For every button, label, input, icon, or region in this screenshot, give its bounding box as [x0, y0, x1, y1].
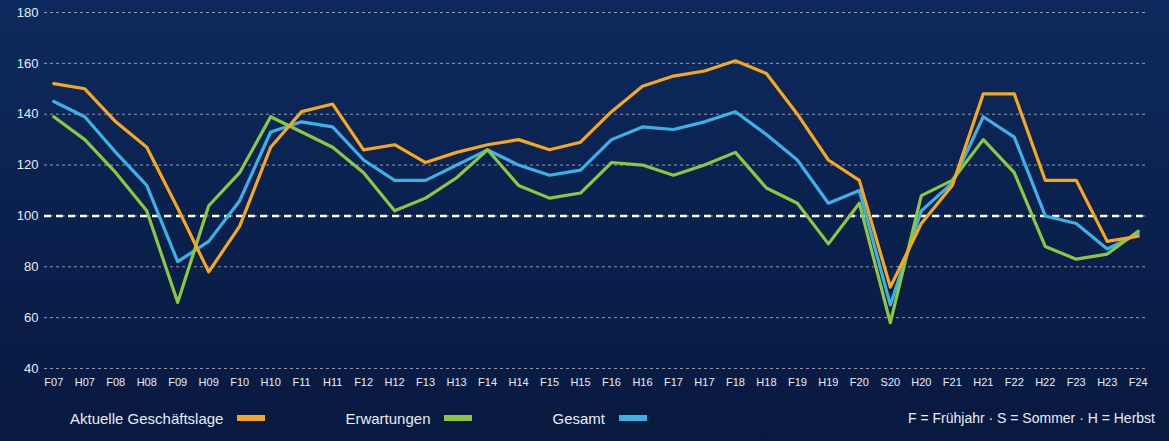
svg-text:H23: H23 [1097, 376, 1117, 388]
svg-text:F11: F11 [293, 376, 311, 388]
svg-text:F15: F15 [540, 376, 559, 388]
svg-text:H17: H17 [694, 376, 714, 388]
svg-text:F16: F16 [602, 376, 621, 388]
svg-text:H15: H15 [570, 376, 590, 388]
svg-text:40: 40 [24, 361, 38, 376]
svg-text:F24: F24 [1129, 376, 1148, 388]
svg-text:F08: F08 [106, 376, 125, 388]
svg-text:F19: F19 [788, 376, 807, 388]
html-text:F = Frühjahr · S = Sommer · H: F = Frühjahr · S = Sommer · H = Herbst [908, 410, 1155, 426]
svg-text:H08: H08 [137, 376, 157, 388]
svg-text:H19: H19 [818, 376, 838, 388]
svg-text:H09: H09 [199, 376, 219, 388]
svg-text:F07: F07 [44, 376, 63, 388]
svg-text:H16: H16 [632, 376, 652, 388]
svg-text:H13: H13 [446, 376, 466, 388]
html-text:Aktuelle Geschäftslage: Aktuelle Geschäftslage [70, 409, 224, 427]
svg-text:F23: F23 [1067, 376, 1086, 388]
svg-text:H12: H12 [385, 376, 405, 388]
svg-text:F22: F22 [1005, 376, 1024, 388]
svg-text:F09: F09 [168, 376, 187, 388]
svg-text:H22: H22 [1035, 376, 1055, 388]
svg-text:180: 180 [17, 5, 39, 20]
svg-text:H11: H11 [323, 376, 342, 388]
svg-text:S20: S20 [881, 376, 901, 388]
svg-text:F14: F14 [478, 376, 497, 388]
svg-text:H14: H14 [508, 376, 528, 388]
svg-text:H21: H21 [973, 376, 993, 388]
svg-text:F12: F12 [354, 376, 373, 388]
svg-text:F17: F17 [664, 376, 683, 388]
svg-text:H10: H10 [261, 376, 281, 388]
svg-text:80: 80 [24, 259, 38, 274]
svg-text:F20: F20 [850, 376, 869, 388]
svg-text:F13: F13 [416, 376, 435, 388]
svg-text:H20: H20 [911, 376, 931, 388]
svg-text:F10: F10 [230, 376, 249, 388]
svg-text:100: 100 [17, 208, 39, 223]
svg-text:H07: H07 [75, 376, 95, 388]
svg-text:160: 160 [17, 56, 39, 71]
svg-text:140: 140 [17, 106, 39, 121]
html-text:Erwartungen: Erwartungen [345, 409, 431, 427]
html-text:Gesamt: Gesamt [552, 409, 605, 427]
svg-text:120: 120 [17, 157, 39, 172]
svg-text:F18: F18 [726, 376, 745, 388]
svg-text:H18: H18 [756, 376, 776, 388]
svg-text:F21: F21 [943, 376, 962, 388]
svg-text:60: 60 [24, 310, 38, 325]
